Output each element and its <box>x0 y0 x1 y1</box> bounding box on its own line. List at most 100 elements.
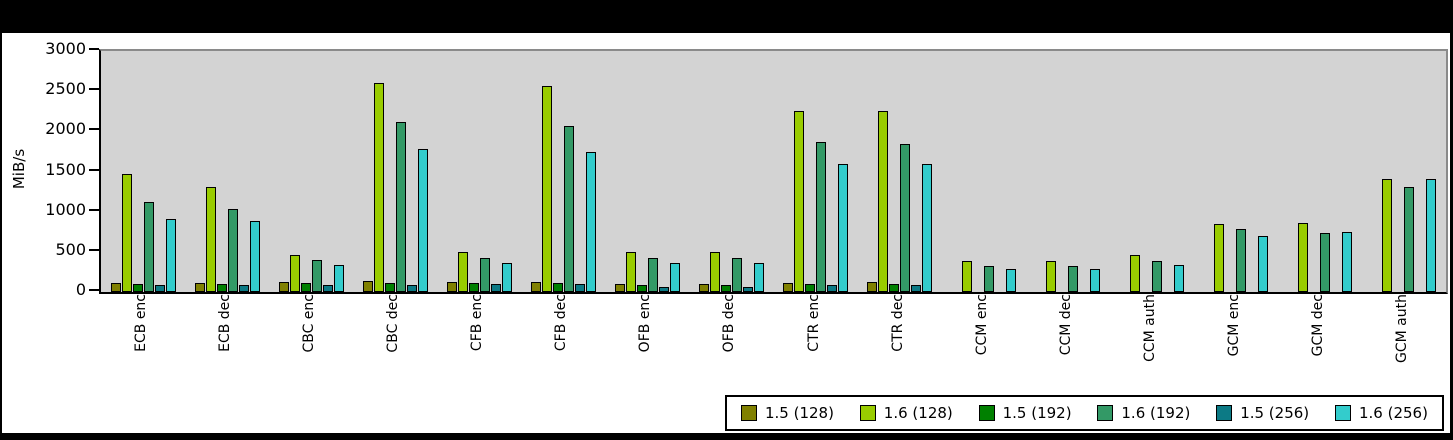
bar-group-cfb-enc <box>437 51 521 292</box>
y-tick-label: 0 <box>75 280 86 299</box>
bar <box>794 111 805 292</box>
bar <box>406 285 417 292</box>
legend-entry: 1.5 (192) <box>978 404 1072 422</box>
bar-group-ecb-dec <box>185 51 269 292</box>
bar <box>395 122 406 292</box>
bar <box>1320 233 1331 292</box>
bar <box>658 287 669 292</box>
bar <box>962 261 973 292</box>
legend-entry: 1.5 (128) <box>741 404 834 422</box>
legend-swatch <box>859 405 876 421</box>
bar-group-cbc-enc <box>269 51 353 292</box>
x-tick-label: GCM auth <box>1393 294 1410 363</box>
bar <box>742 287 753 292</box>
legend: 1.5 (128) 1.6 (128) 1.5 (192) 1.6 (192) 1.5 … <box>725 395 1444 431</box>
bar-group-ccm-enc <box>942 51 1026 292</box>
legend-entry: 1.5 (256) <box>1216 404 1309 422</box>
x-tick-label: CCM enc <box>973 294 990 356</box>
bar-group-ctr-enc <box>774 51 858 292</box>
bar <box>889 284 900 292</box>
bar <box>205 187 216 292</box>
legend-label: 1.5 (256) <box>1240 404 1310 422</box>
bar <box>278 282 289 292</box>
bar <box>1090 269 1101 292</box>
x-tick-label: CCM dec <box>1057 294 1074 356</box>
bar <box>165 219 176 292</box>
legend-label: 1.5 (128) <box>765 404 834 422</box>
x-tick-label: CCM auth <box>1141 294 1158 362</box>
x-tick-label: CFB enc <box>469 294 486 352</box>
y-tick-mark <box>89 289 99 291</box>
x-tick-label: OFB enc <box>637 294 654 353</box>
legend-swatch <box>978 405 995 421</box>
bar <box>1404 187 1415 292</box>
bar <box>333 265 344 292</box>
bar <box>669 263 680 292</box>
bar <box>827 285 838 292</box>
y-tick-mark <box>89 88 99 91</box>
bar <box>585 152 596 292</box>
x-tick-label: CBC enc <box>301 294 318 353</box>
legend-label: 1.6 (192) <box>1121 404 1191 422</box>
x-tick-label: CBC dec <box>385 294 402 353</box>
bar <box>1214 224 1225 292</box>
bar <box>900 144 911 292</box>
bar <box>647 258 658 292</box>
bar-group-ccm-auth <box>1110 51 1194 292</box>
y-tick-label: 2000 <box>45 119 86 139</box>
bar <box>636 285 647 292</box>
bar <box>373 83 384 292</box>
x-tick-label: ECB enc <box>133 294 150 352</box>
bar <box>1068 266 1079 292</box>
y-tick-mark <box>89 168 99 171</box>
legend-label: 1.6 (128) <box>883 404 953 422</box>
legend-swatch <box>741 405 757 421</box>
x-tick-label: OFB dec <box>721 294 738 353</box>
bar <box>984 266 995 292</box>
bar <box>110 283 121 292</box>
legend-swatch <box>1334 405 1351 421</box>
bar <box>1152 261 1163 292</box>
x-tick-label: CTR dec <box>889 294 906 352</box>
bar-group-ccm-dec <box>1026 51 1110 292</box>
legend-swatch <box>1216 405 1233 421</box>
bar <box>446 282 457 292</box>
bar <box>322 285 333 292</box>
bar <box>479 258 490 292</box>
bar-group-cbc-dec <box>353 51 437 292</box>
bar <box>614 284 625 292</box>
bar <box>132 284 143 292</box>
bar <box>698 284 709 292</box>
bar <box>362 281 373 292</box>
bar <box>457 252 468 292</box>
x-tick-label: GCM enc <box>1225 294 1242 357</box>
bar <box>501 263 512 292</box>
bar <box>816 142 827 292</box>
bar <box>1130 255 1141 292</box>
bar <box>216 284 227 292</box>
bar <box>878 111 889 292</box>
bar <box>838 164 849 292</box>
bar <box>805 284 816 292</box>
bar <box>1006 269 1017 292</box>
bar <box>143 202 154 292</box>
bar <box>1298 223 1309 292</box>
bar-group-cfb-dec <box>521 51 605 292</box>
y-tick-label: 3000 <box>45 39 86 58</box>
bar <box>911 285 922 292</box>
bar <box>783 283 794 292</box>
x-tick-label: ECB dec <box>217 294 234 352</box>
bar <box>311 260 322 292</box>
legend-swatch <box>1097 405 1114 421</box>
y-tick-mark <box>89 208 99 211</box>
bar <box>1236 229 1247 292</box>
legend-label: 1.6 (256) <box>1358 404 1428 422</box>
bar <box>289 255 300 292</box>
bar <box>249 221 260 292</box>
bar <box>238 285 249 292</box>
bar-group-gcm-auth <box>1362 51 1446 292</box>
bar <box>1342 232 1353 292</box>
y-tick-label: 1500 <box>45 159 86 179</box>
y-tick-mark <box>89 128 99 131</box>
